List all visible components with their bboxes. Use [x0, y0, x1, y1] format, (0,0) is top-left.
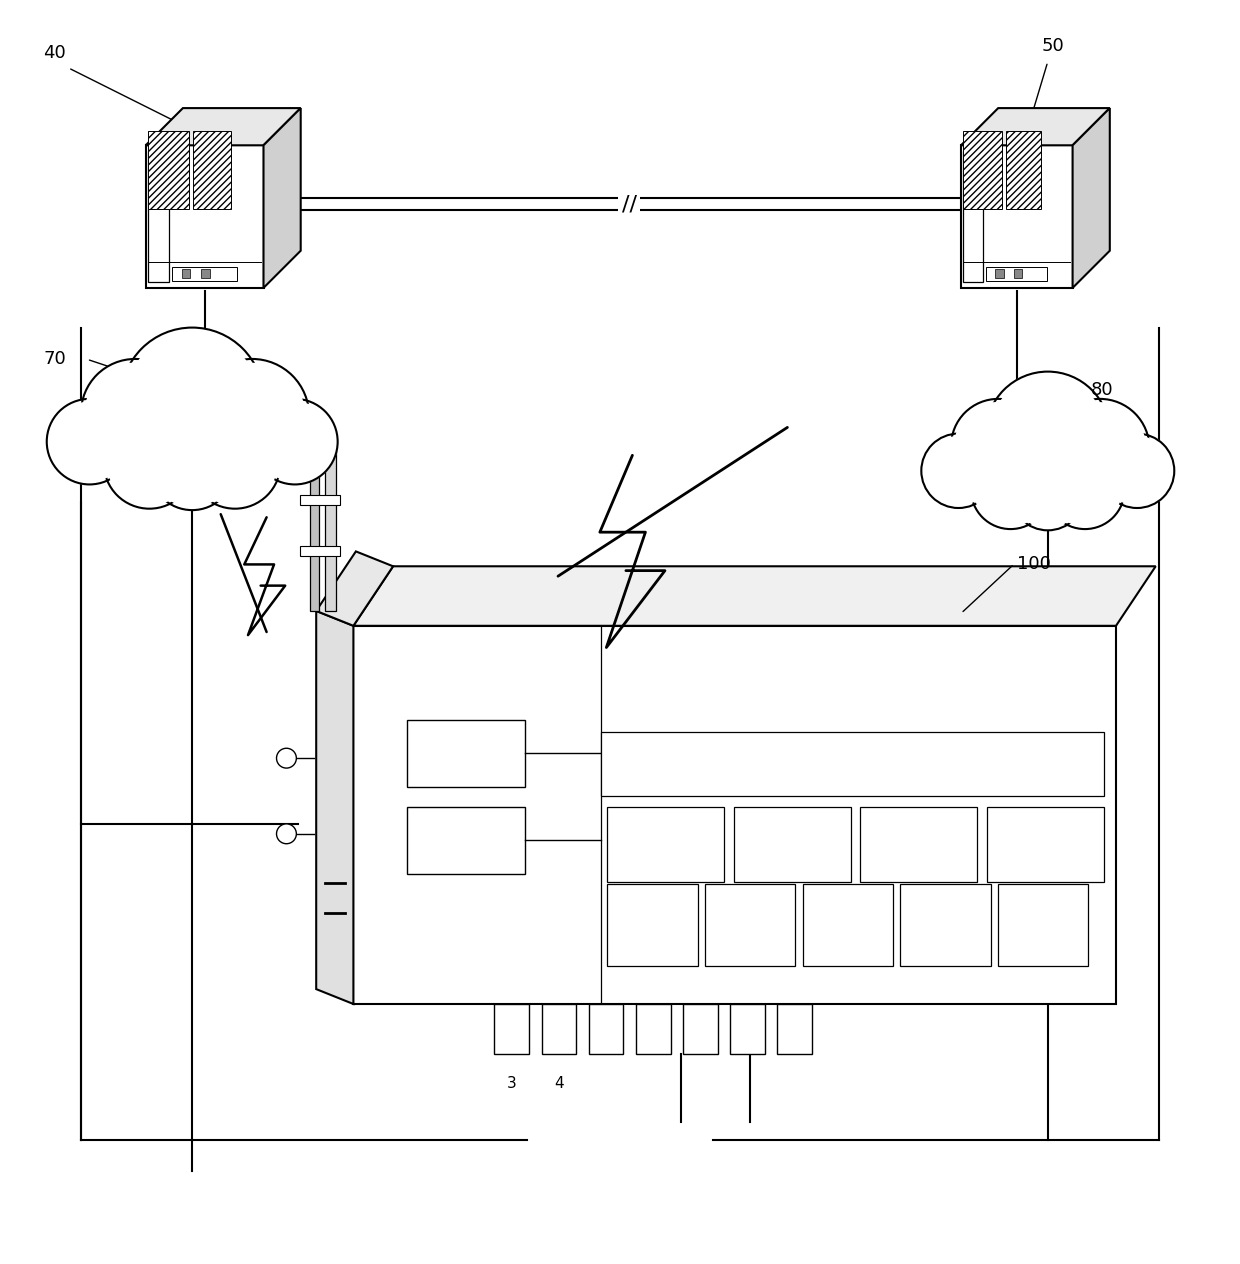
Circle shape — [255, 402, 335, 482]
Polygon shape — [182, 269, 191, 278]
Circle shape — [955, 403, 1042, 489]
Circle shape — [991, 377, 1105, 490]
Circle shape — [153, 428, 232, 507]
Text: 40: 40 — [43, 43, 66, 62]
Polygon shape — [998, 885, 1089, 966]
Circle shape — [1050, 399, 1149, 498]
Polygon shape — [961, 109, 1110, 145]
Polygon shape — [316, 611, 353, 1004]
Polygon shape — [353, 566, 1156, 626]
Polygon shape — [325, 440, 336, 611]
Polygon shape — [730, 1004, 765, 1054]
Polygon shape — [589, 1004, 624, 1054]
Circle shape — [193, 421, 277, 506]
Circle shape — [81, 359, 190, 468]
Circle shape — [126, 334, 258, 464]
Polygon shape — [636, 1004, 671, 1054]
Polygon shape — [407, 808, 525, 873]
Text: 80: 80 — [1091, 382, 1114, 399]
Circle shape — [1102, 436, 1172, 506]
Polygon shape — [316, 551, 393, 626]
Circle shape — [195, 359, 309, 473]
Circle shape — [120, 327, 263, 470]
Circle shape — [149, 425, 236, 511]
Circle shape — [924, 436, 993, 506]
Circle shape — [108, 421, 191, 506]
FancyBboxPatch shape — [300, 494, 340, 504]
Polygon shape — [861, 808, 977, 882]
Circle shape — [50, 402, 129, 482]
Polygon shape — [1006, 131, 1042, 210]
Polygon shape — [1014, 269, 1022, 278]
Circle shape — [190, 417, 280, 508]
Circle shape — [986, 372, 1110, 495]
Circle shape — [1100, 434, 1174, 508]
FancyBboxPatch shape — [300, 546, 340, 556]
Polygon shape — [601, 732, 1104, 796]
Circle shape — [200, 364, 305, 469]
Polygon shape — [193, 131, 231, 210]
Circle shape — [104, 417, 195, 508]
Polygon shape — [1073, 109, 1110, 288]
Polygon shape — [961, 145, 1073, 288]
Polygon shape — [201, 269, 210, 278]
Circle shape — [1013, 459, 1083, 527]
Polygon shape — [608, 808, 724, 882]
Polygon shape — [263, 109, 301, 288]
Polygon shape — [146, 145, 263, 288]
Polygon shape — [172, 267, 237, 281]
Polygon shape — [495, 1004, 529, 1054]
Polygon shape — [407, 720, 525, 786]
Polygon shape — [996, 269, 1004, 278]
Text: 4: 4 — [554, 1076, 564, 1091]
Polygon shape — [310, 440, 319, 611]
Circle shape — [951, 399, 1045, 493]
Polygon shape — [706, 885, 795, 966]
Polygon shape — [542, 1004, 577, 1054]
Circle shape — [86, 363, 185, 463]
Polygon shape — [986, 267, 1048, 281]
Circle shape — [277, 824, 296, 844]
Circle shape — [1054, 403, 1146, 494]
Circle shape — [1011, 456, 1085, 531]
Polygon shape — [146, 109, 301, 145]
Polygon shape — [683, 1004, 718, 1054]
Circle shape — [47, 399, 133, 484]
Polygon shape — [353, 626, 1116, 1004]
Polygon shape — [777, 1004, 812, 1054]
Text: 100: 100 — [1017, 555, 1050, 573]
Circle shape — [921, 434, 996, 508]
Polygon shape — [963, 131, 1002, 210]
Circle shape — [277, 748, 296, 769]
Circle shape — [975, 453, 1047, 526]
Polygon shape — [963, 150, 983, 282]
Polygon shape — [802, 885, 893, 966]
Polygon shape — [148, 131, 190, 210]
Text: //: // — [621, 195, 637, 214]
Polygon shape — [148, 150, 169, 282]
Circle shape — [1045, 450, 1125, 530]
Text: 70: 70 — [43, 350, 66, 368]
Circle shape — [971, 450, 1050, 530]
Text: 50: 50 — [1042, 38, 1064, 56]
Polygon shape — [608, 885, 698, 966]
Polygon shape — [987, 808, 1104, 882]
Text: 3: 3 — [507, 1076, 517, 1091]
Circle shape — [252, 399, 337, 484]
Polygon shape — [900, 885, 991, 966]
Polygon shape — [734, 808, 851, 882]
Circle shape — [1049, 453, 1121, 526]
